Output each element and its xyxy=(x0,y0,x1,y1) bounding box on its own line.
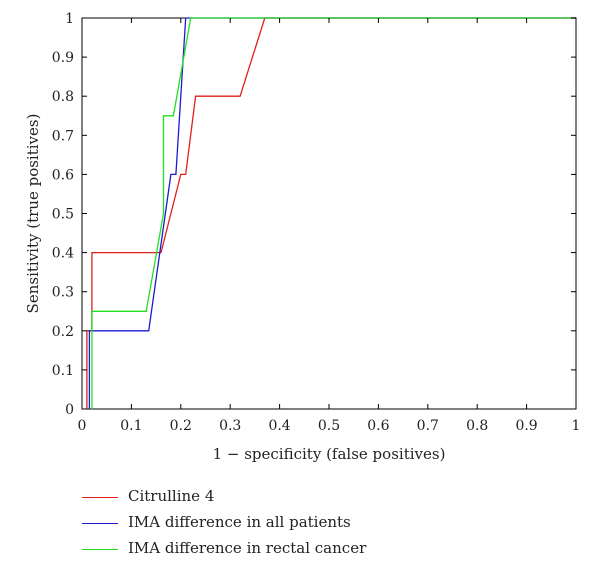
legend-swatch-blue xyxy=(82,523,118,524)
legend-label: IMA difference in all patients xyxy=(128,513,351,531)
legend-label: Citrulline 4 xyxy=(128,487,215,505)
x-tick-label: 0.6 xyxy=(367,418,389,434)
y-tick-label: 1 xyxy=(65,11,74,27)
y-tick-label: 0.4 xyxy=(52,246,74,262)
roc-chart: 0 0.1 0.2 0.3 0.4 0.5 0.6 0.7 0.8 0.9 1 0 0.1 0.2 0.3… xyxy=(24,11,581,463)
x-tick-label: 0.3 xyxy=(219,418,241,434)
x-tick-label: 0.9 xyxy=(515,418,537,434)
y-axis-label: Sensitivity (true positives) xyxy=(24,114,42,314)
x-tick-label: 0.8 xyxy=(466,418,488,434)
y-tick-label: 0.1 xyxy=(52,363,74,379)
x-tick-label: 0.2 xyxy=(170,418,192,434)
series-line-2 xyxy=(88,17,576,409)
y-tick-label: 0.7 xyxy=(52,128,74,144)
x-axis-label: 1 − specificity (false positives) xyxy=(213,445,446,463)
x-tick-label: 1 xyxy=(572,418,581,434)
legend-label: IMA difference in rectal cancer xyxy=(128,539,367,557)
x-tick-label: 0.4 xyxy=(268,418,290,434)
x-tick-label: 0.1 xyxy=(120,418,142,434)
plot-area xyxy=(81,17,577,410)
x-tick-label: 0.5 xyxy=(318,418,340,434)
y-tick-label: 0.6 xyxy=(52,167,74,183)
legend-swatch-red xyxy=(82,497,118,498)
y-axis-ticks: 0 0.1 0.2 0.3 0.4 0.5 0.6 0.7 0.8 0.9 1 xyxy=(52,11,576,418)
x-tick-label: 0.7 xyxy=(417,418,439,434)
y-tick-label: 0.3 xyxy=(52,285,74,301)
series-layer xyxy=(86,17,576,409)
series-line-1 xyxy=(86,17,576,409)
y-tick-label: 0 xyxy=(65,402,74,418)
series-line-3 xyxy=(91,17,576,409)
y-tick-label: 0.5 xyxy=(52,207,74,223)
x-tick-label: 0 xyxy=(78,418,87,434)
legend-swatch-green xyxy=(82,549,118,550)
y-tick-label: 0.8 xyxy=(52,89,74,105)
y-tick-label: 0.9 xyxy=(52,50,74,66)
x-axis-ticks: 0 0.1 0.2 0.3 0.4 0.5 0.6 0.7 0.8 0.9 1 xyxy=(78,18,581,434)
y-tick-label: 0.2 xyxy=(52,324,74,340)
